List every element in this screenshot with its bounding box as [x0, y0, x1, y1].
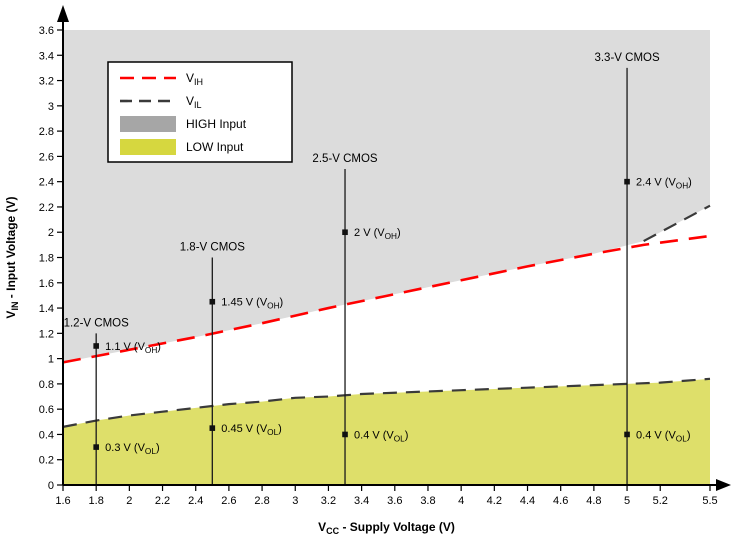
vih-extension-line: [643, 204, 711, 243]
y-tick-label: 0.8: [39, 379, 54, 391]
y-tick-label: 2.2: [39, 202, 54, 214]
y-tick-label: 0.2: [39, 455, 54, 467]
legend-item-label: HIGH Input: [186, 117, 247, 131]
y-tick-label: 1.2: [39, 328, 54, 340]
x-tick-label: 2.8: [254, 495, 269, 507]
legend-item-label: VIL: [186, 94, 202, 110]
marker-label: 1.1 V (VOH): [105, 341, 161, 355]
marker-square: [624, 178, 630, 185]
marker-label: 0.4 V (VOL): [354, 429, 408, 443]
legend-item-label: VIH: [186, 71, 203, 87]
x-tick-label: 3.2: [321, 495, 336, 507]
y-tick-label: 1.8: [39, 253, 54, 265]
marker-square: [342, 431, 348, 438]
x-axis-title: VCC - Supply Voltage (V): [318, 520, 455, 536]
x-axis-arrowhead: [716, 479, 731, 491]
marker-label: 0.3 V (VOL): [105, 442, 159, 456]
x-tick-label: 2: [126, 495, 132, 507]
x-tick-label: 4.4: [520, 495, 535, 507]
legend-swatch: [120, 116, 176, 132]
x-tick-label: 4: [458, 495, 464, 507]
marker-square: [342, 229, 348, 236]
y-tick-label: 3.2: [39, 76, 54, 88]
x-tick-label: 5: [624, 495, 630, 507]
driver-label: 1.2-V CMOS: [64, 317, 130, 329]
x-tick-label: 1.8: [89, 495, 104, 507]
driver-label: 3.3-V CMOS: [594, 52, 660, 64]
x-tick-label: 2.4: [188, 495, 203, 507]
marker-label: 1.45 V (VOH): [221, 297, 283, 311]
y-tick-label: 0.4: [39, 429, 54, 441]
x-tick-label: 4.6: [553, 495, 568, 507]
y-tick-label: 3: [48, 101, 54, 113]
y-tick-label: 1.6: [39, 278, 54, 290]
y-tick-label: 2: [48, 227, 54, 239]
marker-square: [624, 431, 630, 438]
marker-square: [209, 425, 216, 431]
y-tick-label: 2.8: [39, 126, 54, 138]
legend-item-label: LOW Input: [186, 140, 244, 154]
y-tick-label: 0: [48, 480, 54, 492]
driver-label: 1.8-V CMOS: [180, 242, 246, 254]
y-tick-label: 3.4: [39, 50, 54, 62]
x-tick-label: 1.6: [55, 495, 70, 507]
x-tick-label: 4.2: [487, 495, 502, 507]
marker-square: [93, 343, 99, 349]
x-tick-label: 2.2: [155, 495, 170, 507]
y-tick-label: 2.4: [39, 177, 54, 189]
y-tick-label: 3.6: [39, 25, 54, 37]
marker-label: 0.45 V (VOL): [221, 423, 282, 437]
x-tick-label: 2.6: [221, 495, 236, 507]
x-tick-label: 5.5: [702, 495, 717, 507]
driver-label: 2.5-V CMOS: [312, 153, 378, 165]
x-tick-label: 3: [292, 495, 298, 507]
marker-square: [93, 444, 99, 450]
y-axis-arrowhead: [57, 5, 69, 22]
y-tick-label: 1: [48, 354, 54, 366]
x-tick-label: 3.6: [387, 495, 402, 507]
y-tick-label: 1.4: [39, 303, 54, 315]
y-axis-title: VIN - Input Voltage (V): [4, 196, 20, 318]
y-tick-label: 2.6: [39, 151, 54, 163]
marker-square: [209, 298, 216, 305]
marker-label: 2.4 V (VOH): [636, 177, 692, 191]
marker-label: 0.4 V (VOL): [636, 429, 690, 443]
marker-label: 2 V (VOH): [354, 227, 401, 241]
vih-line: [62, 234, 711, 364]
x-tick-label: 3.4: [354, 495, 369, 507]
x-tick-label: 5.2: [653, 495, 668, 507]
y-tick-label: 0.6: [39, 404, 54, 416]
x-tick-label: 4.8: [586, 495, 601, 507]
x-tick-label: 3.8: [420, 495, 435, 507]
legend-swatch: [120, 139, 176, 155]
